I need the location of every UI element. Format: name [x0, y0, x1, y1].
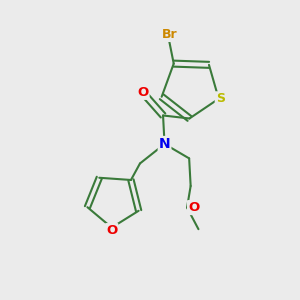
- Text: N: N: [159, 137, 170, 151]
- Text: O: O: [106, 224, 117, 237]
- Text: O: O: [137, 86, 148, 99]
- Text: Br: Br: [161, 28, 177, 41]
- Text: S: S: [216, 92, 225, 105]
- Text: O: O: [188, 201, 199, 214]
